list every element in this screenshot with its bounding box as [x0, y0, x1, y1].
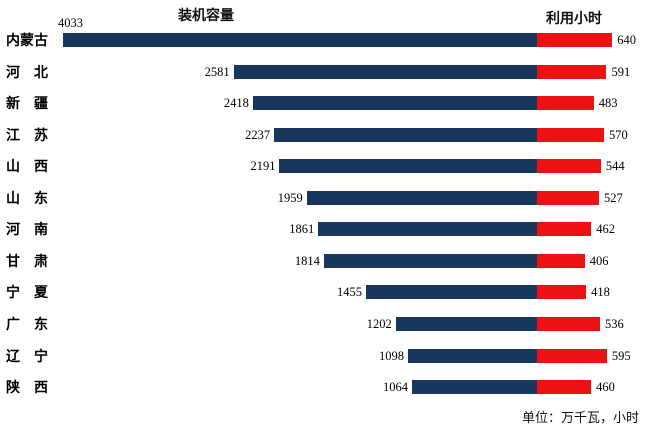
capacity-bar	[323, 253, 537, 268]
capacity-bar	[252, 96, 537, 111]
hours-bar	[537, 33, 613, 47]
capacity-bar	[407, 348, 537, 363]
hours-bar	[537, 285, 587, 300]
capacity-bar	[279, 159, 537, 174]
left-series-title: 装机容量	[178, 7, 234, 23]
capacity-value-label: 2581	[204, 64, 230, 79]
category-label: 河 北	[6, 63, 48, 80]
hours-value-label: 595	[611, 348, 631, 363]
capacity-bar	[318, 222, 537, 237]
right-series-title: 利用小时	[546, 10, 602, 26]
capacity-bar	[411, 380, 537, 395]
capacity-value-label: 1455	[337, 285, 362, 300]
hours-bar	[537, 190, 599, 205]
category-label: 山 东	[6, 189, 48, 206]
hours-value-label: 536	[604, 316, 624, 331]
hours-value-label: 418	[591, 285, 610, 300]
category-label: 甘 肃	[6, 252, 48, 269]
hours-value-label: 483	[598, 96, 618, 111]
hours-value-label: 544	[605, 159, 625, 174]
category-label: 新 疆	[6, 95, 48, 112]
capacity-value-label: 1861	[289, 222, 315, 237]
capacity-bar	[365, 285, 537, 300]
capacity-bar	[233, 64, 537, 79]
category-label: 内蒙古	[6, 32, 48, 48]
hours-value-label: 591	[611, 64, 631, 79]
category-label: 辽 宁	[6, 347, 48, 364]
hours-value-label: 462	[596, 222, 616, 237]
hours-value-label: 570	[608, 127, 628, 142]
category-label: 宁 夏	[6, 284, 48, 301]
capacity-value-label: 2237	[245, 127, 271, 142]
hours-bar	[537, 380, 592, 395]
hours-value-label: 460	[596, 380, 615, 395]
capacity-value-label: 2191	[250, 159, 276, 174]
capacity-value-label: 1959	[277, 190, 303, 205]
unit-note: 单位：万千瓦，小时	[522, 410, 640, 425]
capacity-value-label: 1064	[382, 380, 408, 395]
category-label: 山 西	[6, 158, 48, 175]
category-label: 江 苏	[6, 126, 48, 143]
capacity-bar	[306, 190, 537, 205]
hours-bar	[537, 348, 607, 363]
hours-bar	[537, 96, 594, 111]
hours-bar	[537, 159, 601, 174]
capacity-bar	[63, 33, 537, 47]
hours-bar	[537, 64, 607, 79]
hours-bar	[537, 127, 604, 142]
capacity-value-label: 1814	[294, 253, 320, 268]
capacity-bar	[395, 316, 537, 331]
capacity-value-label: 1202	[366, 316, 392, 331]
capacity-value-label: 2418	[223, 96, 249, 111]
hours-bar	[537, 222, 592, 237]
category-label: 广 东	[6, 315, 48, 332]
hours-value-label: 527	[603, 190, 623, 205]
hours-bar	[537, 316, 600, 331]
capacity-bar	[274, 127, 537, 142]
hours-value-label: 406	[589, 253, 609, 268]
hours-value-label: 640	[617, 33, 636, 47]
capacity-value-label: 1098	[378, 348, 404, 363]
hours-bar	[537, 253, 585, 268]
category-label: 陕 西	[6, 379, 48, 396]
capacity-value-label: 4033	[58, 16, 83, 30]
category-label: 河 南	[6, 221, 48, 238]
